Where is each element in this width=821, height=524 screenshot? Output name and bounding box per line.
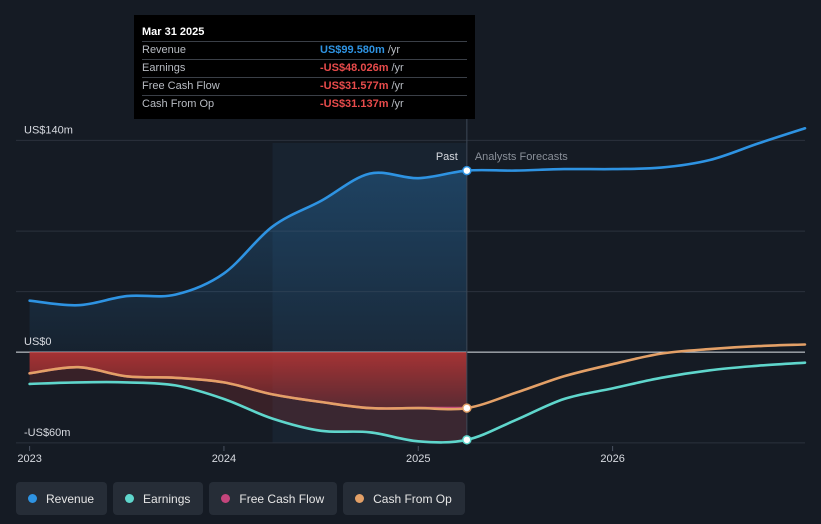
forecast-label: Analysts Forecasts — [475, 151, 568, 163]
marker-earnings — [462, 435, 472, 445]
revenue-area — [29, 170, 467, 353]
x-tick-label: 2024 — [212, 453, 236, 465]
tooltip-row-earnings: Earnings -US$48.026m /yr — [142, 60, 467, 78]
tooltip-unit: /yr — [391, 62, 404, 74]
marker-cfo — [462, 403, 472, 413]
tooltip-row-cash-from-op: Cash From Op -US$31.137m /yr — [142, 96, 467, 113]
earnings-negative-area — [29, 352, 467, 442]
legend-item-earnings[interactable]: Earnings — [113, 482, 204, 515]
marker-revenue — [462, 165, 472, 176]
negative-area — [29, 352, 467, 409]
x-tick-label: 2025 — [406, 453, 430, 465]
tooltip-row-free-cash-flow: Free Cash Flow -US$31.577m /yr — [142, 78, 467, 96]
legend-item-cash-from-op[interactable]: Cash From Op — [343, 482, 465, 515]
tooltip-unit: /yr — [391, 98, 404, 110]
tooltip-panel: Mar 31 2025 Revenue US$99.580m /yr Earni… — [134, 15, 475, 119]
legend-item-free-cash-flow[interactable]: Free Cash Flow — [209, 482, 338, 515]
tooltip-date: Mar 31 2025 — [142, 23, 467, 42]
tooltip-label: Cash From Op — [142, 98, 215, 110]
x-tick-label: 2023 — [17, 453, 41, 465]
tooltip-value: US$99.580m — [320, 44, 385, 56]
series-line-cash-from-op — [28, 343, 807, 411]
past-label: Past — [436, 151, 458, 163]
x-tick-label: 2026 — [600, 453, 624, 465]
tooltip-unit: /yr — [391, 80, 404, 92]
legend-label: Revenue — [46, 491, 95, 506]
y-tick-label: -US$60m — [24, 427, 70, 439]
tooltip-label: Free Cash Flow — [142, 80, 220, 92]
tooltip-row-revenue: Revenue US$99.580m /yr — [142, 42, 467, 60]
y-tick-label: US$140m — [24, 124, 73, 136]
legend-dot-icon — [125, 494, 135, 503]
tooltip-value: -US$31.577m — [320, 80, 389, 92]
y-tick-label: US$0 — [24, 336, 52, 348]
legend-label: Earnings — [143, 491, 191, 506]
tooltip-value: -US$31.137m — [320, 98, 389, 110]
tooltip-label: Revenue — [142, 44, 187, 56]
legend-label: Cash From Op — [373, 491, 452, 506]
series-line-earnings — [28, 361, 807, 444]
legend-dot-icon — [221, 494, 231, 503]
legend: Revenue Earnings Free Cash Flow Cash Fro… — [16, 482, 465, 515]
tooltip-unit: /yr — [387, 44, 401, 56]
tooltip-value: -US$48.026m — [320, 62, 389, 74]
legend-dot-icon — [28, 494, 37, 503]
tooltip-label: Earnings — [142, 62, 186, 74]
legend-item-revenue[interactable]: Revenue — [16, 482, 108, 515]
series-line-revenue — [28, 127, 807, 307]
legend-dot-icon — [355, 494, 365, 503]
legend-label: Free Cash Flow — [239, 491, 325, 506]
